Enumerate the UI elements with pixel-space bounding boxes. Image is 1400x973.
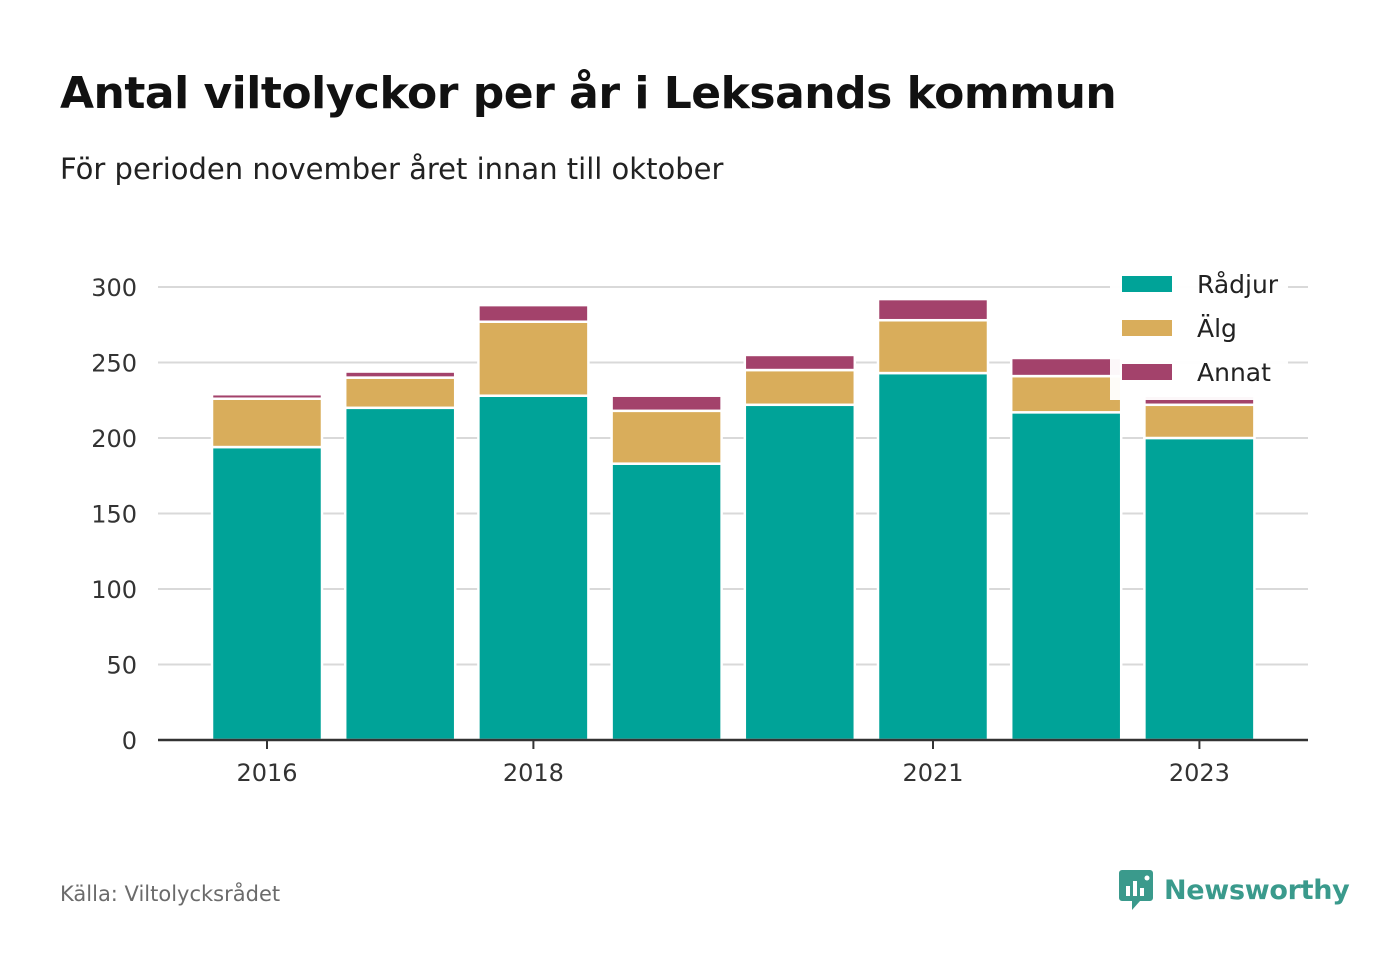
bar-segment bbox=[1009, 356, 1123, 378]
legend-item-radjur: Rådjur bbox=[1122, 262, 1278, 306]
bar-segment bbox=[743, 353, 857, 372]
bar-segment bbox=[343, 370, 457, 379]
bar-segment bbox=[477, 320, 590, 397]
x-tick-label: 2018 bbox=[503, 759, 564, 787]
bar-segment bbox=[610, 394, 723, 413]
bar-segment bbox=[1143, 436, 1256, 742]
y-tick-label: 200 bbox=[91, 425, 137, 453]
x-tick-label: 2023 bbox=[1169, 759, 1230, 787]
bar-segment bbox=[610, 462, 723, 742]
legend-swatch-radjur bbox=[1122, 276, 1172, 292]
axes: 0 50 100 150 200 250 300 2016 2018 2021 2023 bbox=[91, 274, 1308, 787]
newsworthy-logo: Newsworthy bbox=[1118, 868, 1350, 912]
legend-label-alg: Älg bbox=[1197, 313, 1237, 343]
y-tick-label: 100 bbox=[91, 576, 137, 604]
y-tick-label: 50 bbox=[106, 652, 137, 680]
y-tick-label: 0 bbox=[122, 727, 137, 755]
chart-title: Antal viltolyckor per år i Leksands komm… bbox=[60, 68, 1117, 119]
bar-segment bbox=[876, 371, 990, 742]
bar-segment bbox=[876, 318, 990, 375]
bar-segment bbox=[610, 409, 723, 465]
bar-segment bbox=[743, 368, 857, 407]
bar-segment bbox=[210, 445, 324, 742]
y-tick-label: 150 bbox=[91, 501, 137, 529]
x-tick-label: 2016 bbox=[236, 759, 297, 787]
bar-segment bbox=[743, 403, 857, 742]
chart-subtitle: För perioden november året innan till ok… bbox=[60, 152, 724, 186]
bar-segment bbox=[210, 397, 324, 449]
bar-segment bbox=[876, 297, 990, 322]
y-tick-label: 250 bbox=[91, 350, 137, 378]
legend-label-radjur: Rådjur bbox=[1197, 269, 1279, 299]
x-tick-label: 2021 bbox=[902, 759, 963, 787]
bar-segment bbox=[210, 392, 324, 400]
newsworthy-logo-text: Newsworthy bbox=[1164, 874, 1350, 906]
bar-segment bbox=[1143, 403, 1256, 440]
legend-swatch-alg bbox=[1122, 320, 1172, 336]
bar-segment bbox=[477, 303, 590, 323]
legend-label-annat: Annat bbox=[1197, 357, 1271, 387]
bar-segment bbox=[343, 406, 457, 742]
legend-item-alg: Älg bbox=[1122, 306, 1278, 350]
legend-swatch-annat bbox=[1122, 364, 1172, 380]
bar-segment bbox=[477, 394, 590, 742]
bar-segment bbox=[1009, 374, 1123, 414]
legend: Rådjur Älg Annat bbox=[1110, 258, 1289, 400]
source-note: Källa: Viltolycksrådet bbox=[60, 882, 281, 906]
legend-item-annat: Annat bbox=[1122, 350, 1278, 394]
bar-segment bbox=[343, 376, 457, 410]
newsworthy-logo-icon bbox=[1119, 870, 1153, 910]
bar-segment bbox=[1009, 411, 1123, 742]
bars bbox=[210, 297, 1256, 742]
y-tick-label: 300 bbox=[91, 274, 137, 302]
